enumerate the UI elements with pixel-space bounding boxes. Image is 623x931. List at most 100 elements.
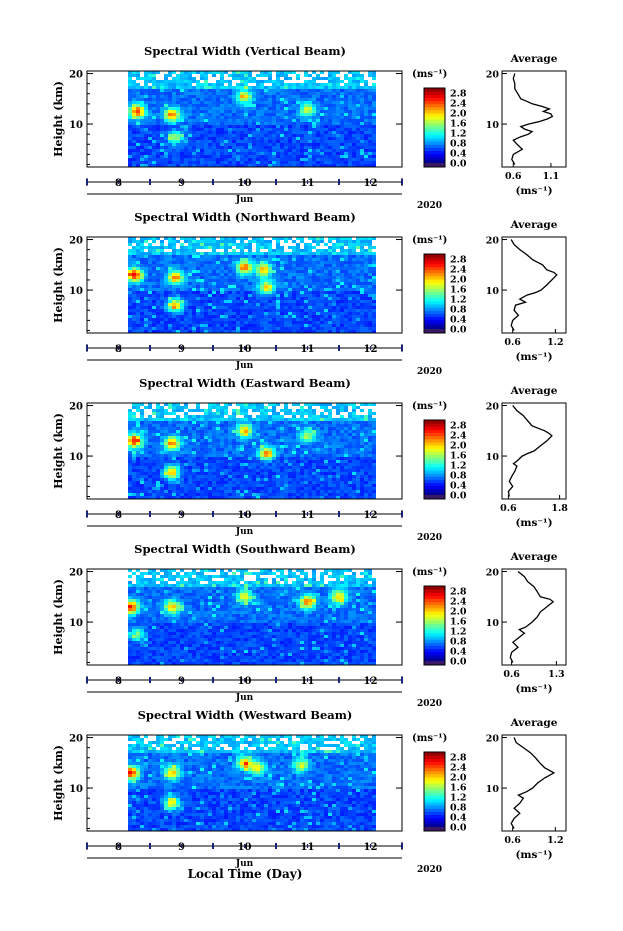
heatmap-cell <box>268 86 272 89</box>
heatmap-cell <box>224 80 228 83</box>
heatmap-cell <box>252 291 256 294</box>
heatmap-cell <box>240 427 244 430</box>
heatmap-cell <box>312 297 316 300</box>
heatmap-cell <box>172 92 176 95</box>
heatmap-cell <box>304 116 308 119</box>
heatmap-cell <box>316 140 320 143</box>
heatmap-cell <box>168 403 172 406</box>
heatmap-cell <box>348 324 352 327</box>
heatmap-cell <box>188 270 192 273</box>
heatmap-cell <box>156 457 160 460</box>
heatmap-cell <box>332 279 336 282</box>
heatmap-cell <box>232 300 236 303</box>
heatmap-cell <box>172 279 176 282</box>
heatmap-cell <box>328 285 332 288</box>
heatmap-cell <box>372 116 376 119</box>
heatmap-cell <box>308 276 312 279</box>
heatmap-cell <box>164 448 168 451</box>
heatmap-cell <box>256 306 260 309</box>
heatmap-cell <box>260 143 264 146</box>
heatmap-cell <box>248 137 252 140</box>
heatmap-cell <box>344 312 348 315</box>
heatmap-cell <box>140 412 144 415</box>
heatmap-cell <box>252 282 256 285</box>
heatmap-cell <box>236 243 240 246</box>
heatmap-cell <box>180 86 184 89</box>
heatmap-cell <box>280 95 284 98</box>
heatmap-cell <box>208 439 212 442</box>
heatmap-cell <box>220 478 224 481</box>
heatmap-cell <box>264 288 268 291</box>
heatmap-cell <box>136 318 140 321</box>
heatmap-cell <box>160 294 164 297</box>
heatmap-cell <box>136 300 140 303</box>
heatmap-cell <box>340 264 344 267</box>
heatmap-cell <box>184 433 188 436</box>
heatmap-cell <box>268 330 272 333</box>
heatmap-cell <box>248 484 252 487</box>
heatmap-cell <box>196 143 200 146</box>
heatmap-cell <box>172 496 176 499</box>
heatmap-cell <box>356 122 360 125</box>
heatmap-cell <box>160 89 164 92</box>
x-tick-label: 9 <box>178 344 185 355</box>
heatmap-cell <box>240 134 244 137</box>
heatmap-cell <box>280 107 284 110</box>
heatmap-cell <box>212 279 216 282</box>
heatmap-cell <box>336 273 340 276</box>
heatmap-cell <box>192 469 196 472</box>
heatmap-cell <box>368 291 372 294</box>
heatmap-cell <box>140 403 144 406</box>
heatmap-cell <box>312 327 316 330</box>
heatmap-cell <box>204 276 208 279</box>
heatmap-cell <box>180 77 184 80</box>
heatmap-cell <box>144 107 148 110</box>
heatmap-cell <box>280 83 284 86</box>
heatmap-cell <box>208 327 212 330</box>
heatmap-cell <box>184 264 188 267</box>
heatmap-cell <box>332 306 336 309</box>
heatmap-cell <box>200 478 204 481</box>
heatmap-cell <box>364 95 368 98</box>
heatmap-cell <box>348 312 352 315</box>
heatmap-cell <box>312 92 316 95</box>
heatmap-cell <box>312 279 316 282</box>
heatmap-cell <box>224 312 228 315</box>
heatmap-cell <box>256 321 260 324</box>
heatmap-cell <box>256 472 260 475</box>
heatmap-cell <box>232 101 236 104</box>
heatmap-cell <box>144 116 148 119</box>
heatmap-cell <box>176 300 180 303</box>
heatmap-cell <box>220 327 224 330</box>
heatmap-cell <box>232 279 236 282</box>
heatmap-cell <box>236 104 240 107</box>
heatmap-cell <box>260 164 264 167</box>
heatmap-cell <box>176 451 180 454</box>
heatmap-cell <box>192 409 196 412</box>
heatmap-cell <box>240 98 244 101</box>
heatmap-cell <box>280 137 284 140</box>
heatmap-cell <box>144 285 148 288</box>
heatmap-cell <box>188 451 192 454</box>
heatmap-cell <box>300 261 304 264</box>
heatmap-cell <box>284 131 288 134</box>
heatmap-cell <box>136 252 140 255</box>
heatmap-cell <box>160 321 164 324</box>
heatmap-cell <box>288 294 292 297</box>
heatmap-cell <box>156 415 160 418</box>
heatmap-cell <box>324 164 328 167</box>
heatmap-cell <box>292 249 296 252</box>
heatmap-cell <box>348 240 352 243</box>
heatmap-cell <box>224 318 228 321</box>
heatmap-cell <box>320 315 324 318</box>
heatmap-cell <box>240 493 244 496</box>
heatmap-cell <box>304 155 308 158</box>
heatmap-cell <box>236 279 240 282</box>
heatmap-cell <box>356 294 360 297</box>
panel-1: Spectral Width (Vertical Beam)1020Height… <box>52 44 567 211</box>
heatmap-cell <box>284 77 288 80</box>
heatmap-cell <box>356 128 360 131</box>
heatmap-cell <box>268 246 272 249</box>
heatmap-cell <box>284 264 288 267</box>
heatmap-cell <box>336 312 340 315</box>
